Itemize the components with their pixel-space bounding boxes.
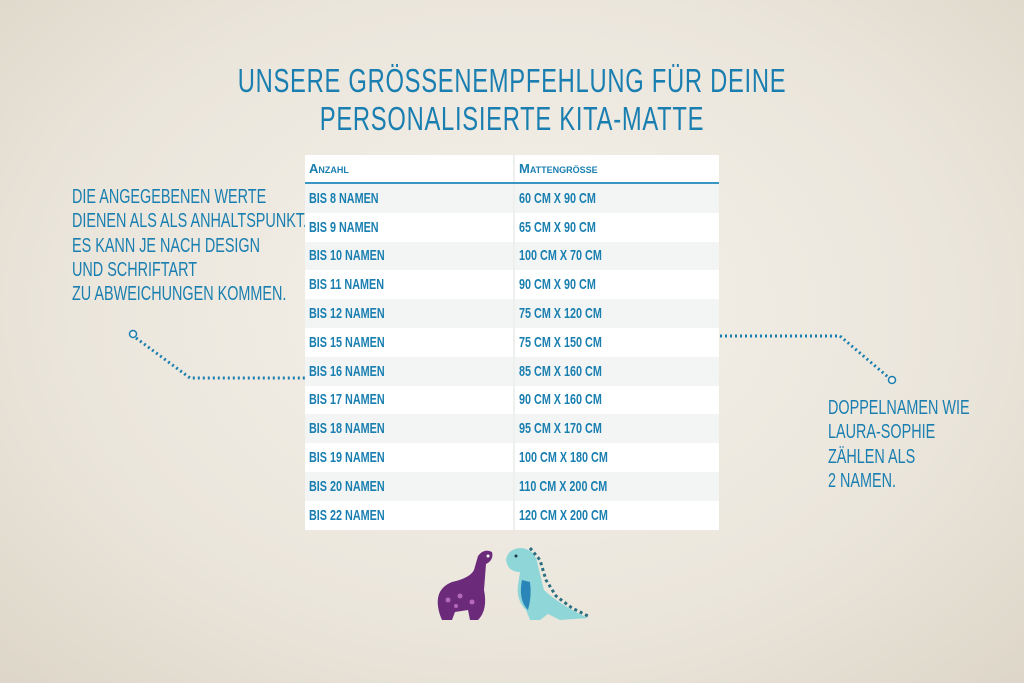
cell-count: bis 17 Namen bbox=[305, 385, 515, 415]
cell-text: 75 cm x 150 cm bbox=[519, 333, 602, 351]
cell-text: bis 12 Namen bbox=[309, 305, 385, 323]
cell-text: bis 19 Namen bbox=[309, 449, 385, 467]
table-row: bis 20 Namen 110 cm x 200 cm bbox=[305, 471, 719, 501]
cell-size: 85 cm x 160 cm bbox=[514, 356, 719, 386]
cell-text: bis 20 Namen bbox=[309, 477, 385, 495]
note-line: zählen als bbox=[828, 445, 916, 468]
table-row: bis 18 Namen 95 cm x 170 cm bbox=[305, 414, 719, 444]
cell-text: bis 11 Namen bbox=[309, 276, 385, 294]
cell-count: bis 22 Namen bbox=[305, 500, 515, 530]
table-row: bis 11 Namen 90 cm x 90 cm bbox=[305, 270, 719, 300]
cell-count: bis 20 Namen bbox=[305, 471, 515, 501]
cell-text: bis 17 Namen bbox=[309, 391, 385, 409]
column-header-size: Mattengröße bbox=[514, 155, 719, 184]
purple-dinosaur-icon bbox=[437, 550, 493, 620]
table-row: bis 17 Namen 90 cm x 160 cm bbox=[305, 385, 719, 415]
table-row: bis 15 Namen 75 cm x 150 cm bbox=[305, 327, 719, 357]
cell-size: 100 cm x 70 cm bbox=[514, 241, 719, 271]
cell-size: 120 cm x 200 cm bbox=[514, 500, 719, 530]
note-line: Laura-Sophie bbox=[828, 421, 936, 444]
cell-text: 60 cm x 90 cm bbox=[519, 189, 596, 207]
table-row: bis 10 Namen 100 cm x 70 cm bbox=[305, 241, 719, 271]
table-row: bis 19 Namen 100 cm x 180 cm bbox=[305, 443, 719, 472]
cell-text: bis 22 Namen bbox=[309, 506, 385, 524]
table-row: bis 12 Namen 75 cm x 120 cm bbox=[305, 299, 719, 328]
teal-dinosaur-icon bbox=[506, 547, 589, 620]
table-row: bis 8 Namen 60 cm x 90 cm bbox=[305, 183, 719, 213]
cell-count: bis 18 Namen bbox=[305, 414, 515, 444]
cell-count: bis 15 Namen bbox=[305, 327, 515, 357]
note-line: Es kann je nach Design bbox=[72, 234, 261, 257]
cell-size: 90 cm x 160 cm bbox=[514, 385, 719, 415]
cell-size: 110 cm x 200 cm bbox=[514, 471, 719, 501]
cell-size: 75 cm x 150 cm bbox=[514, 327, 719, 357]
cell-text: bis 9 Namen bbox=[309, 218, 379, 236]
cell-size: 65 cm x 90 cm bbox=[514, 212, 719, 242]
cell-size: 90 cm x 90 cm bbox=[514, 270, 719, 300]
cell-text: 90 cm x 90 cm bbox=[519, 276, 596, 294]
note-line: 2 Namen. bbox=[828, 469, 897, 492]
right-note: Doppelnamen wie Laura-Sophie zählen als … bbox=[828, 396, 970, 493]
cell-text: 75 cm x 120 cm bbox=[519, 305, 602, 323]
cell-text: bis 10 Namen bbox=[309, 247, 385, 265]
cell-text: bis 16 Namen bbox=[309, 362, 385, 380]
note-line: dienen als als Anhaltspunkt. bbox=[72, 210, 308, 233]
cell-count: bis 10 Namen bbox=[305, 241, 515, 271]
cell-size: 60 cm x 90 cm bbox=[514, 183, 719, 213]
note-line: Die angegebenen Werte bbox=[72, 186, 267, 208]
cell-text: 110 cm x 200 cm bbox=[519, 477, 608, 495]
cell-text: bis 15 Namen bbox=[309, 333, 385, 351]
cell-size: 75 cm x 120 cm bbox=[514, 299, 719, 328]
note-line: Doppelnamen wie bbox=[828, 397, 970, 419]
cell-size: 100 cm x 180 cm bbox=[514, 443, 719, 472]
cell-text: bis 8 Namen bbox=[309, 189, 379, 207]
cell-count: bis 8 Namen bbox=[305, 183, 515, 213]
page-title: Unsere Größenempfehlung für deine person… bbox=[237, 62, 787, 137]
cell-size: 95 cm x 170 cm bbox=[514, 414, 719, 444]
cell-text: 65 cm x 90 cm bbox=[519, 218, 596, 236]
table-row: bis 22 Namen 120 cm x 200 cm bbox=[305, 500, 719, 530]
note-line: und Schriftart bbox=[72, 258, 198, 281]
left-note: Die angegebenen Werte dienen als als Anh… bbox=[72, 185, 307, 306]
cell-text: 95 cm x 170 cm bbox=[519, 420, 602, 438]
cell-count: bis 11 Namen bbox=[305, 270, 515, 300]
cell-text: 120 cm x 200 cm bbox=[519, 506, 608, 524]
table-row: bis 16 Namen 85 cm x 160 cm bbox=[305, 356, 719, 386]
cell-text: 90 cm x 160 cm bbox=[519, 391, 602, 409]
cell-text: 100 cm x 180 cm bbox=[519, 449, 608, 467]
cell-text: 85 cm x 160 cm bbox=[519, 362, 602, 380]
cell-count: bis 12 Namen bbox=[305, 299, 515, 328]
cell-text: 100 cm x 70 cm bbox=[519, 247, 602, 265]
column-header-count: Anzahl bbox=[305, 155, 515, 184]
cell-count: bis 9 Namen bbox=[305, 212, 515, 242]
cell-count: bis 16 Namen bbox=[305, 356, 515, 386]
cell-count: bis 19 Namen bbox=[305, 443, 515, 472]
table-row: bis 9 Namen 65 cm x 90 cm bbox=[305, 212, 719, 242]
cell-text: bis 18 Namen bbox=[309, 420, 385, 438]
note-line: zu Abweichungen kommen. bbox=[72, 283, 287, 306]
size-table: Anzahl Mattengröße bis 8 Namen 60 cm x 90… bbox=[305, 155, 719, 530]
